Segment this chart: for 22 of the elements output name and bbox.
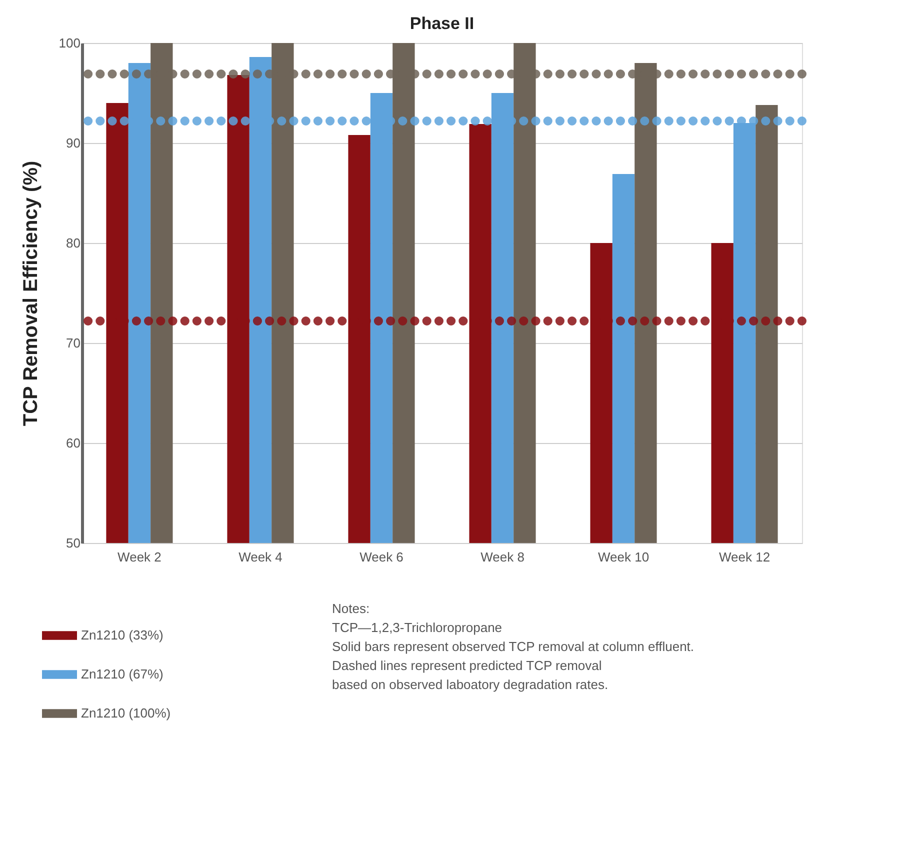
legend-label: Zn1210 (33%) <box>81 628 164 642</box>
x-tick-label: Week 4 <box>238 550 282 564</box>
chart-title: Phase II <box>410 14 474 33</box>
x-tick-label: Week 2 <box>118 550 162 564</box>
y-tick-label: 50 <box>66 536 80 550</box>
x-tick-label: Week 10 <box>598 550 650 564</box>
y-tick-label: 90 <box>66 136 80 150</box>
x-tick-label: Week 6 <box>360 550 404 564</box>
x-tick-label: Week 12 <box>718 550 770 564</box>
legend-label: Zn1210 (100%) <box>81 706 171 720</box>
x-tick-label: Week 8 <box>480 550 524 564</box>
y-tick-label: 60 <box>66 436 80 450</box>
y-tick-label: 100 <box>58 36 80 50</box>
text: based on observed laboatory degradation rates. <box>332 677 608 692</box>
text: Notes: <box>332 601 370 616</box>
text: TCP—1,2,3-Trichloropropane <box>332 620 502 635</box>
y-tick-label: 70 <box>66 336 80 350</box>
text: Solid bars represent observed TCP removal at column effluent. <box>332 639 694 654</box>
legend-label: Zn1210 (67%) <box>81 666 164 682</box>
text: Dashed lines represent predicted TCP removal <box>332 658 602 673</box>
y-tick-label: 80 <box>66 236 80 250</box>
y-axis-title: TCP Removal Efficiency (%) <box>20 160 42 426</box>
